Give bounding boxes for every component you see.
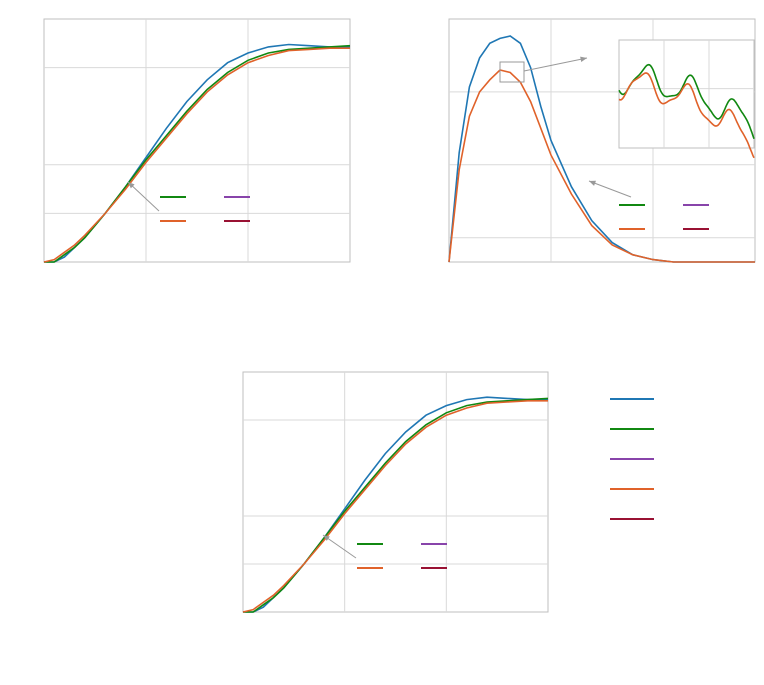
- annotation-arrowhead: [128, 182, 135, 189]
- inset-area: [618, 39, 755, 149]
- legend-panel-3: [357, 543, 447, 569]
- annotation-line: [523, 57, 588, 72]
- inset-plot: [618, 39, 755, 159]
- chart-panel-1: [43, 18, 351, 263]
- legend-panel-2: [619, 204, 709, 230]
- annotation-line: [322, 534, 357, 559]
- chart-panel-3: [242, 371, 549, 613]
- legend-panel-1: [160, 196, 250, 222]
- shared-legend: [610, 398, 654, 520]
- series-line-2: [243, 397, 549, 613]
- annotation-line: [588, 180, 632, 198]
- plot-area: [242, 371, 549, 613]
- zoom-region-box: [499, 61, 525, 83]
- annotation-line: [127, 181, 160, 212]
- annotation-arrow-zoom: [523, 56, 588, 72]
- annotation-arrow-panel-2: [588, 180, 632, 198]
- series-line-3: [43, 47, 350, 263]
- inset-series-orange: [618, 72, 755, 159]
- annotation-arrowhead: [323, 535, 330, 541]
- plot-area: [43, 18, 351, 263]
- inset-series-green: [618, 63, 755, 140]
- annotation-arrowhead: [589, 180, 596, 186]
- annotation-arrowhead: [580, 56, 587, 62]
- series-line-2: [448, 69, 755, 263]
- annotation-arrow-panel-3: [322, 534, 357, 559]
- series-line-2: [44, 44, 351, 263]
- annotation-arrow-panel-1: [127, 181, 160, 212]
- series-line-3: [242, 400, 548, 613]
